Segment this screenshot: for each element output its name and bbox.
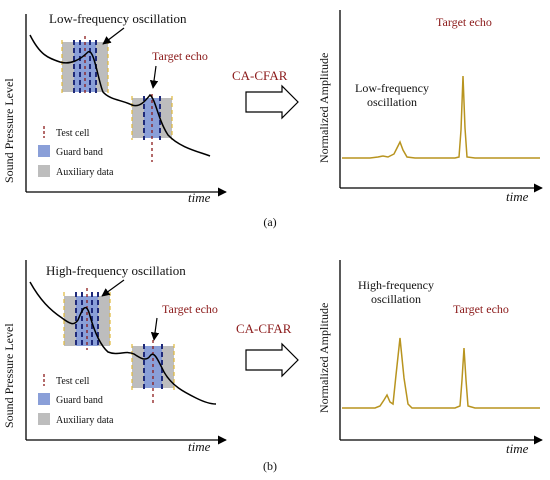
caption: (a) xyxy=(263,215,276,229)
oscillation-label-line2: oscillation xyxy=(371,292,421,306)
target-arrow xyxy=(149,65,159,89)
method-label: CA-CFAR xyxy=(236,321,292,336)
y-axis-label: Normalized Amplitude xyxy=(317,53,331,163)
x-axis-label: time xyxy=(506,189,529,204)
auxiliary-block xyxy=(160,98,172,138)
auxiliary-block xyxy=(162,346,174,388)
legend-guard-band-swatch xyxy=(38,393,50,405)
legend-guard-band-swatch xyxy=(38,145,50,157)
caption: (b) xyxy=(263,459,277,473)
legend-auxiliary-swatch xyxy=(38,165,50,177)
y-axis-label: Normalized Amplitude xyxy=(317,303,331,413)
auxiliary-block xyxy=(98,296,110,346)
y-axis-label: Sound Pressure Level xyxy=(2,78,16,183)
legend-test-cell: Test cell xyxy=(56,128,90,139)
panel-a-right-plot: Normalized Amplitude time Target echo Lo… xyxy=(317,10,543,204)
auxiliary-block xyxy=(64,296,76,346)
oscillation-arrow xyxy=(101,279,125,297)
x-axis-label: time xyxy=(188,439,211,454)
auxiliary-block xyxy=(132,98,144,138)
oscillation-label-line1: High-frequency xyxy=(358,278,434,292)
test-cell-dashes xyxy=(86,288,154,406)
target-echo-label: Target echo xyxy=(152,49,208,63)
process-arrow xyxy=(245,342,299,378)
legend: Test cell Guard band Auxiliary data xyxy=(38,374,114,426)
legend-guard-band: Guard band xyxy=(56,395,103,406)
oscillation-label-line1: Low-frequency xyxy=(355,81,429,95)
panel-a-left-plot: Low-frequency oscillation Target echo So… xyxy=(2,11,227,205)
legend-auxiliary: Auxiliary data xyxy=(56,415,114,426)
target-echo-label: Target echo xyxy=(436,15,492,29)
panel-b: High-frequency oscillation Target echo S… xyxy=(2,260,543,473)
method-label: CA-CFAR xyxy=(232,68,288,83)
test-cell-dashes xyxy=(84,36,153,162)
panel-a: Low-frequency oscillation Target echo So… xyxy=(2,10,543,229)
legend-auxiliary-swatch xyxy=(38,413,50,425)
process-arrow xyxy=(245,84,299,120)
oscillation-label-line2: oscillation xyxy=(367,95,417,109)
target-echo-label: Target echo xyxy=(162,302,218,316)
sound-pressure-curve xyxy=(29,34,211,157)
auxiliary-dashes xyxy=(61,40,173,140)
sound-pressure-curve xyxy=(29,281,217,405)
legend-guard-band: Guard band xyxy=(56,147,103,158)
oscillation-label: High-frequency oscillation xyxy=(46,263,186,278)
oscillation-label: Low-frequency oscillation xyxy=(49,11,187,26)
target-arrow xyxy=(150,317,160,341)
target-echo-label: Target echo xyxy=(453,302,509,316)
panel-b-left-plot: High-frequency oscillation Target echo S… xyxy=(2,260,227,454)
legend: Test cell Guard band Auxiliary data xyxy=(38,126,114,178)
amplitude-line xyxy=(342,337,540,409)
y-axis-label: Sound Pressure Level xyxy=(2,323,16,428)
auxiliary-block xyxy=(96,42,108,92)
legend-auxiliary: Auxiliary data xyxy=(56,167,114,178)
oscillation-arrow xyxy=(102,27,125,45)
auxiliary-block xyxy=(62,42,74,92)
legend-test-cell: Test cell xyxy=(56,376,90,387)
panel-b-right-plot: Normalized Amplitude time High-frequency… xyxy=(317,260,543,456)
x-axis-label: time xyxy=(188,190,211,205)
auxiliary-block xyxy=(132,346,144,388)
x-axis-label: time xyxy=(506,441,529,456)
amplitude-line xyxy=(342,75,540,159)
